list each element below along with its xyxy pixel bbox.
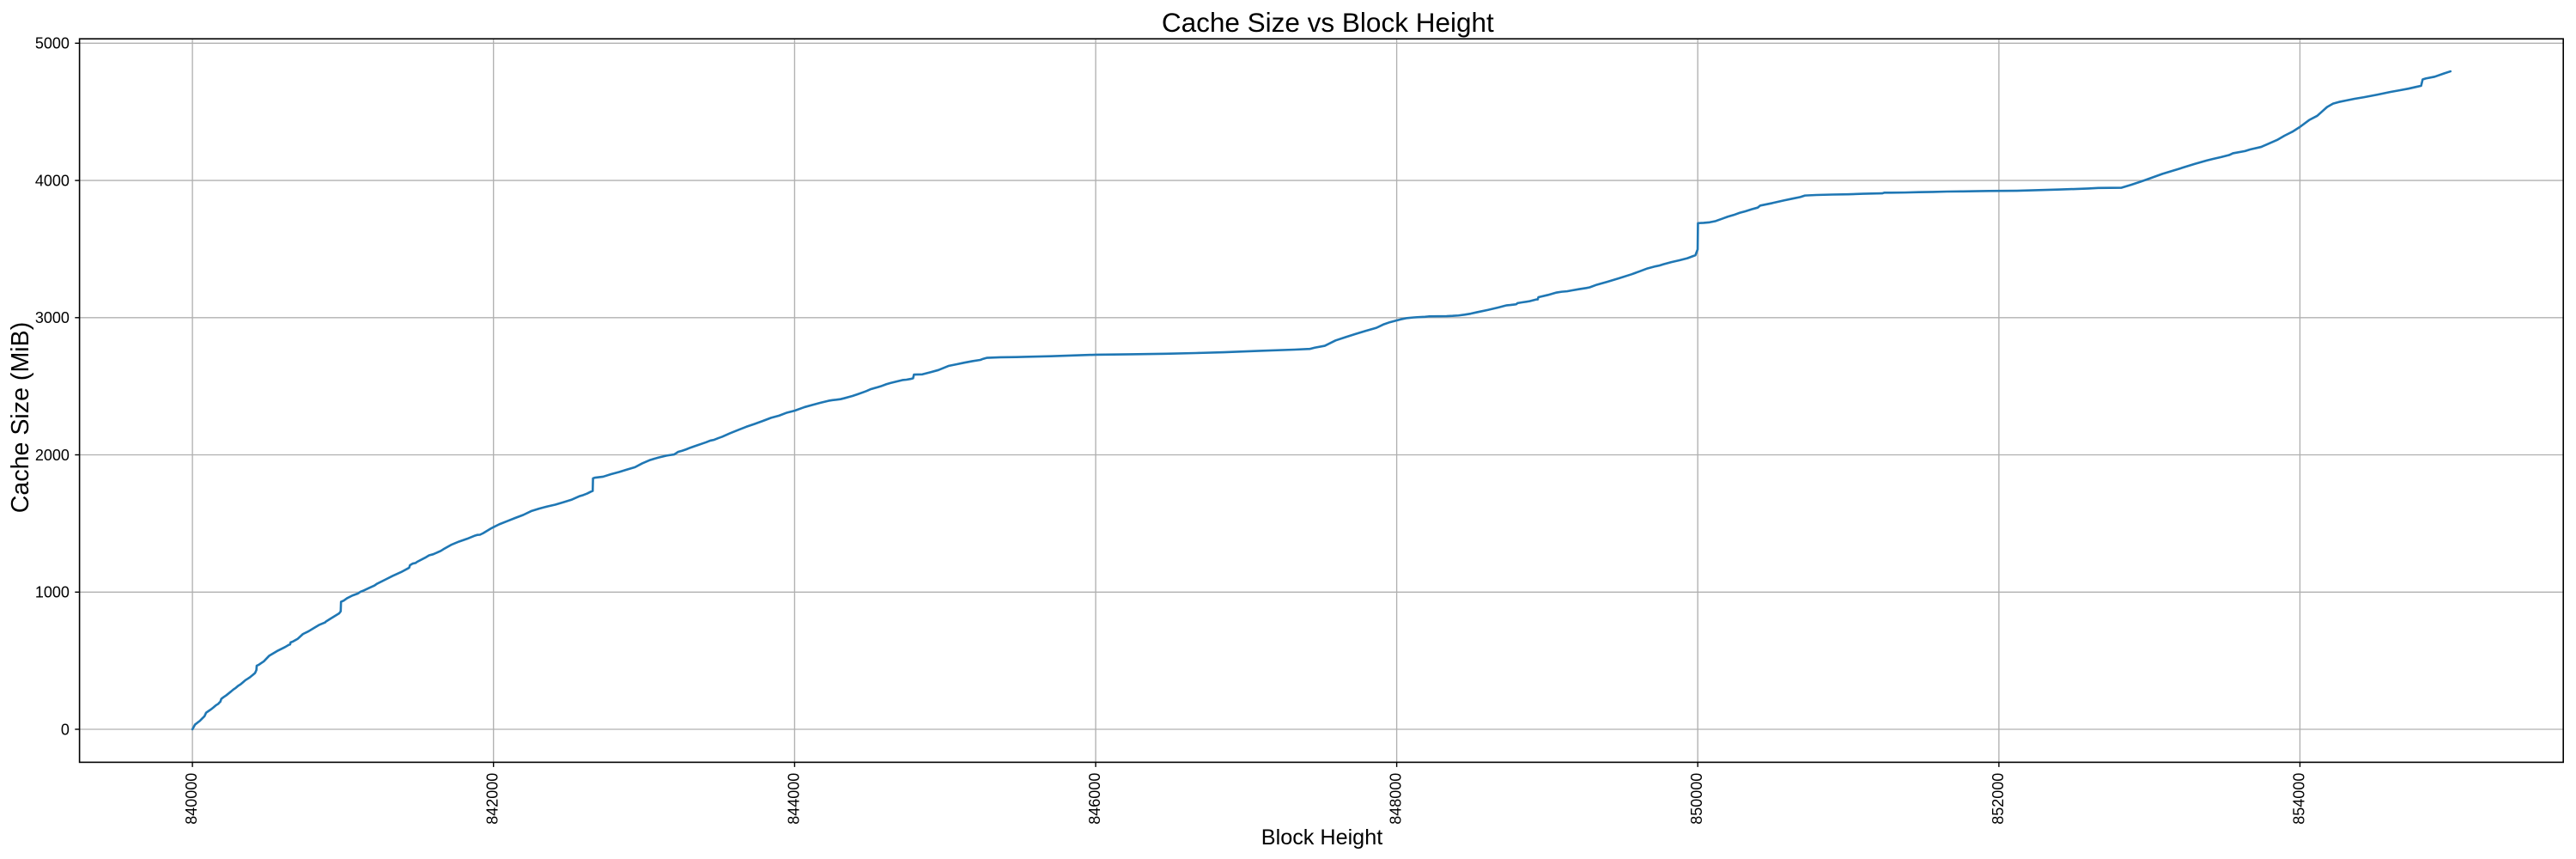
svg-text:2000: 2000 (35, 447, 70, 464)
svg-text:848000: 848000 (1388, 773, 1405, 825)
svg-text:5000: 5000 (35, 35, 70, 52)
svg-text:1000: 1000 (35, 584, 70, 601)
svg-text:0: 0 (61, 721, 70, 738)
svg-text:844000: 844000 (785, 773, 802, 825)
svg-text:854000: 854000 (2290, 773, 2307, 825)
svg-text:852000: 852000 (1990, 773, 2007, 825)
svg-text:Cache Size vs Block Height: Cache Size vs Block Height (1162, 7, 1494, 38)
svg-text:Cache Size (MiB): Cache Size (MiB) (7, 322, 34, 513)
svg-text:840000: 840000 (183, 773, 200, 825)
svg-text:4000: 4000 (35, 173, 70, 190)
svg-text:Block Height: Block Height (1261, 825, 1382, 850)
svg-text:3000: 3000 (35, 309, 70, 326)
svg-text:842000: 842000 (484, 773, 501, 825)
svg-text:846000: 846000 (1086, 773, 1103, 825)
svg-text:850000: 850000 (1688, 773, 1705, 825)
